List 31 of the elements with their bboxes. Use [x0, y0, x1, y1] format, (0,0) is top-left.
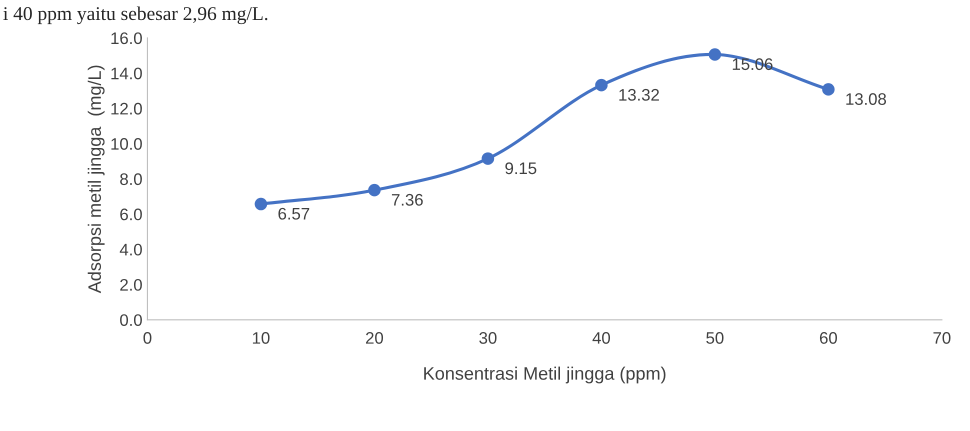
point — [595, 78, 608, 92]
data-label: 13.32 — [619, 88, 659, 101]
data-label: 7.36 — [392, 194, 423, 206]
x-tick-label: 50 — [706, 332, 724, 344]
point — [708, 48, 722, 61]
y-axis-title: Adsorpsi metil jingga (mg/L) — [88, 66, 105, 294]
y-tick-label: 16.0 — [111, 32, 142, 44]
x-axis-title: Konsentrasi Metil jingga (ppm) — [424, 366, 666, 384]
data-label: 13.08 — [846, 93, 886, 105]
x-tick-label: 10 — [252, 332, 270, 344]
point — [482, 152, 494, 165]
point — [254, 198, 268, 210]
y-tick-label: 12.0 — [111, 102, 142, 115]
y-tick-label: 14.0 — [111, 68, 142, 80]
data-label: 9.15 — [505, 162, 536, 174]
x-tick-label: 40 — [592, 332, 610, 344]
data-label: 6.57 — [278, 208, 310, 220]
x-tick-label: 60 — [820, 332, 837, 344]
point — [368, 184, 381, 196]
x-tick-label: 30 — [479, 332, 497, 344]
x-tick-label: 0 — [143, 332, 152, 344]
y-tick-label: 2.0 — [120, 278, 142, 291]
x-tick-label: 70 — [933, 332, 950, 344]
text: i 40 ppm yaitu sebesar 2,96 mg/L. — [3, 6, 268, 24]
x-tick-label: 20 — [366, 332, 384, 344]
y-tick-label: 0.0 — [120, 314, 142, 326]
y-tick-label: 6.0 — [120, 208, 142, 220]
y-tick-label: 10.0 — [111, 138, 142, 150]
y-tick-label: 4.0 — [120, 244, 142, 256]
y-tick-label: 8.0 — [120, 173, 142, 186]
point — [822, 83, 835, 96]
